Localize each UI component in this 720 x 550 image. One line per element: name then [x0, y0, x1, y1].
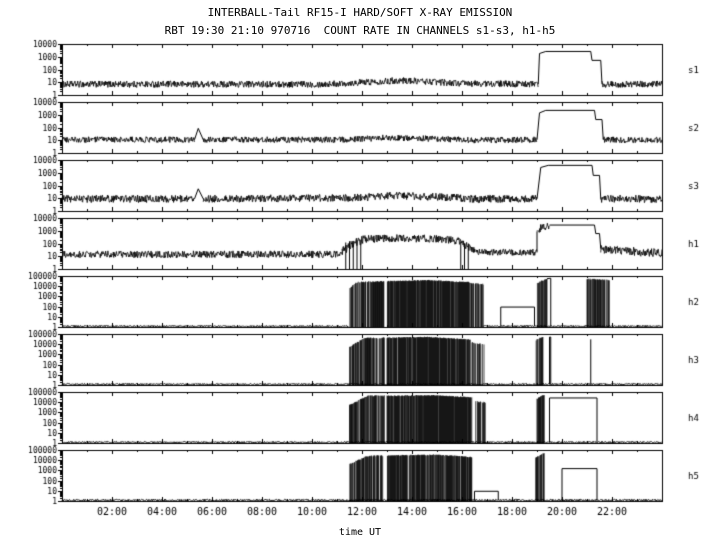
- x-axis-label: time UT: [338, 527, 382, 538]
- chart-title: INTERBALL-Tail RF15-I HARD/SOFT X-RAY EM…: [207, 6, 513, 19]
- chart-subtitle: RBT 19:30 21:10 970716 COUNT RATE IN CHA…: [164, 24, 556, 37]
